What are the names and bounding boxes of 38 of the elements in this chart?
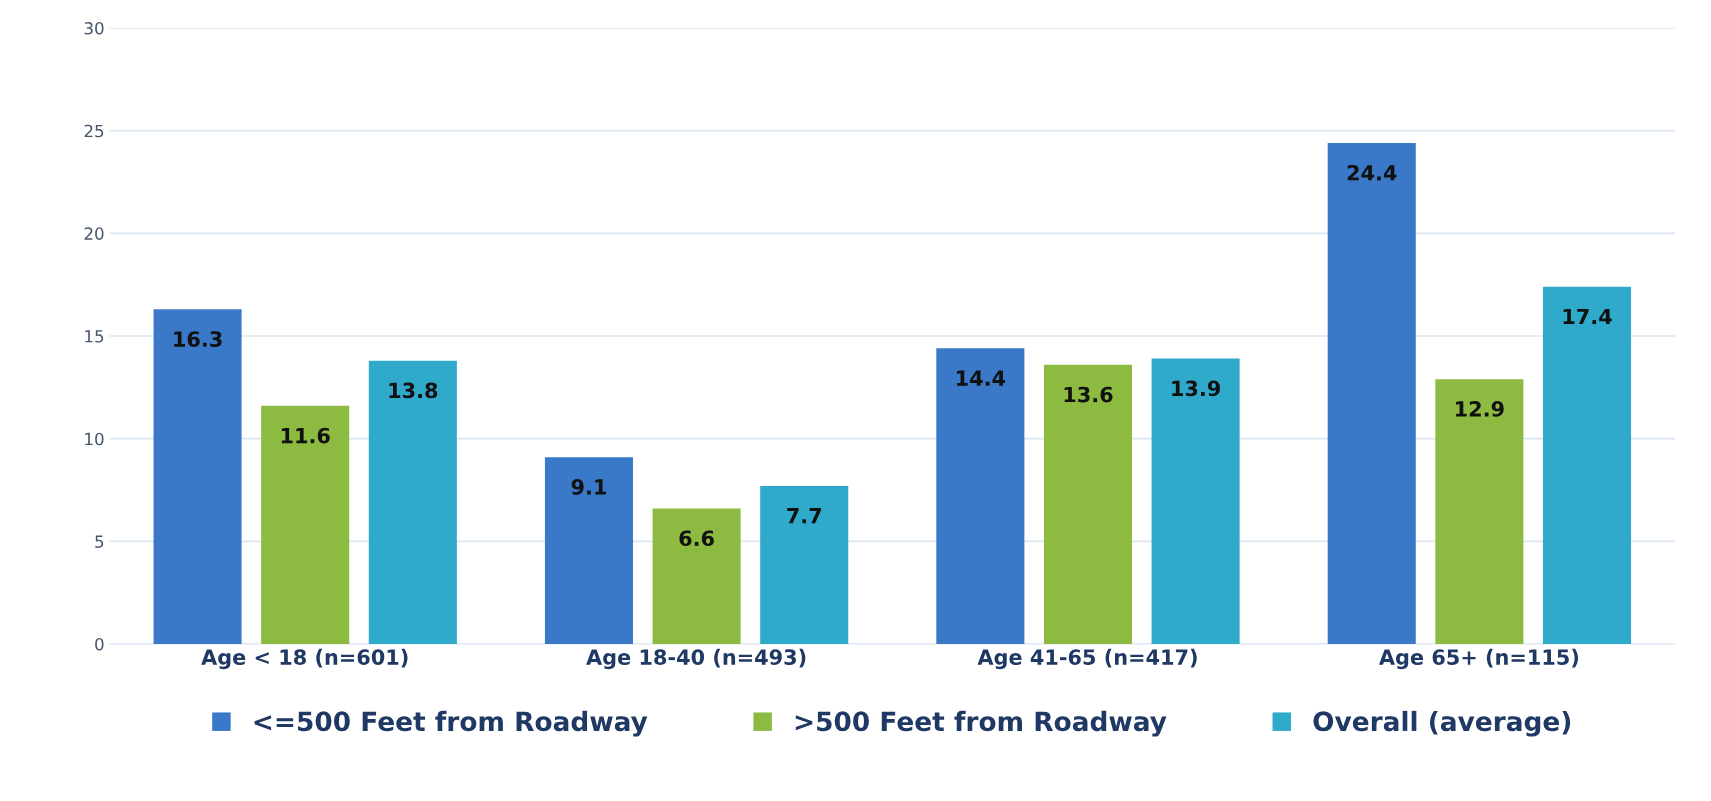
bar (368, 360, 457, 644)
bar (1151, 358, 1240, 644)
x-tick-label: Age 18-40 (n=493) (586, 648, 806, 670)
bar (1043, 364, 1133, 644)
data-label: 7.7 (787, 508, 822, 524)
bar (936, 348, 1025, 644)
data-label: 13.6 (1064, 386, 1113, 403)
bar (760, 485, 849, 644)
bar (652, 508, 741, 644)
y-tick-label: 0 (95, 637, 104, 651)
bar (1542, 286, 1632, 644)
y-tick-label: 10 (85, 432, 104, 446)
legend-label: <=500 Feet from Roadway (254, 710, 648, 737)
legend-label: Overall (average) (1313, 710, 1571, 737)
legend-label: >500 Feet from Roadway (795, 710, 1167, 737)
y-tick-label: 20 (84, 227, 104, 240)
data-label: 13.8 (389, 382, 438, 399)
data-label: 12.9 (1456, 401, 1504, 417)
bar (544, 457, 633, 644)
data-label: 17.4 (1563, 308, 1612, 325)
bar (153, 309, 242, 644)
data-label: 14.4 (957, 370, 1006, 386)
y-tick-label: 30 (84, 22, 104, 35)
x-tick-label: Age 65+ (n=115) (1379, 648, 1579, 670)
y-tick-label: 15 (85, 330, 104, 343)
x-tick-label: Age 41-65 (n=417) (977, 648, 1197, 670)
bar (261, 405, 350, 644)
data-label: 24.4 (1347, 164, 1397, 181)
data-label: 9.1 (571, 479, 606, 495)
data-label: 13.9 (1172, 380, 1220, 397)
y-tick-label: 25 (84, 124, 104, 138)
data-label: 11.6 (281, 427, 330, 444)
x-tick-label: Age < 18 (n=601) (201, 648, 408, 670)
y-tick-label: 5 (95, 535, 104, 548)
data-label: 16.3 (174, 331, 222, 347)
data-label: 6.6 (679, 530, 714, 547)
bar (1435, 379, 1524, 644)
bar (1327, 143, 1416, 644)
